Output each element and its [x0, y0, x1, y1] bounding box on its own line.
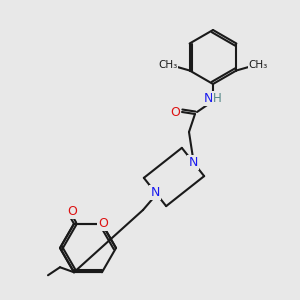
Text: O: O [98, 217, 108, 230]
Text: N: N [150, 185, 160, 199]
Text: N: N [203, 92, 213, 104]
Text: O: O [67, 205, 77, 218]
Text: H: H [213, 92, 221, 104]
Text: CH₃: CH₃ [158, 61, 177, 70]
Text: N: N [188, 155, 198, 169]
Text: CH₃: CH₃ [249, 61, 268, 70]
Text: O: O [170, 106, 180, 118]
